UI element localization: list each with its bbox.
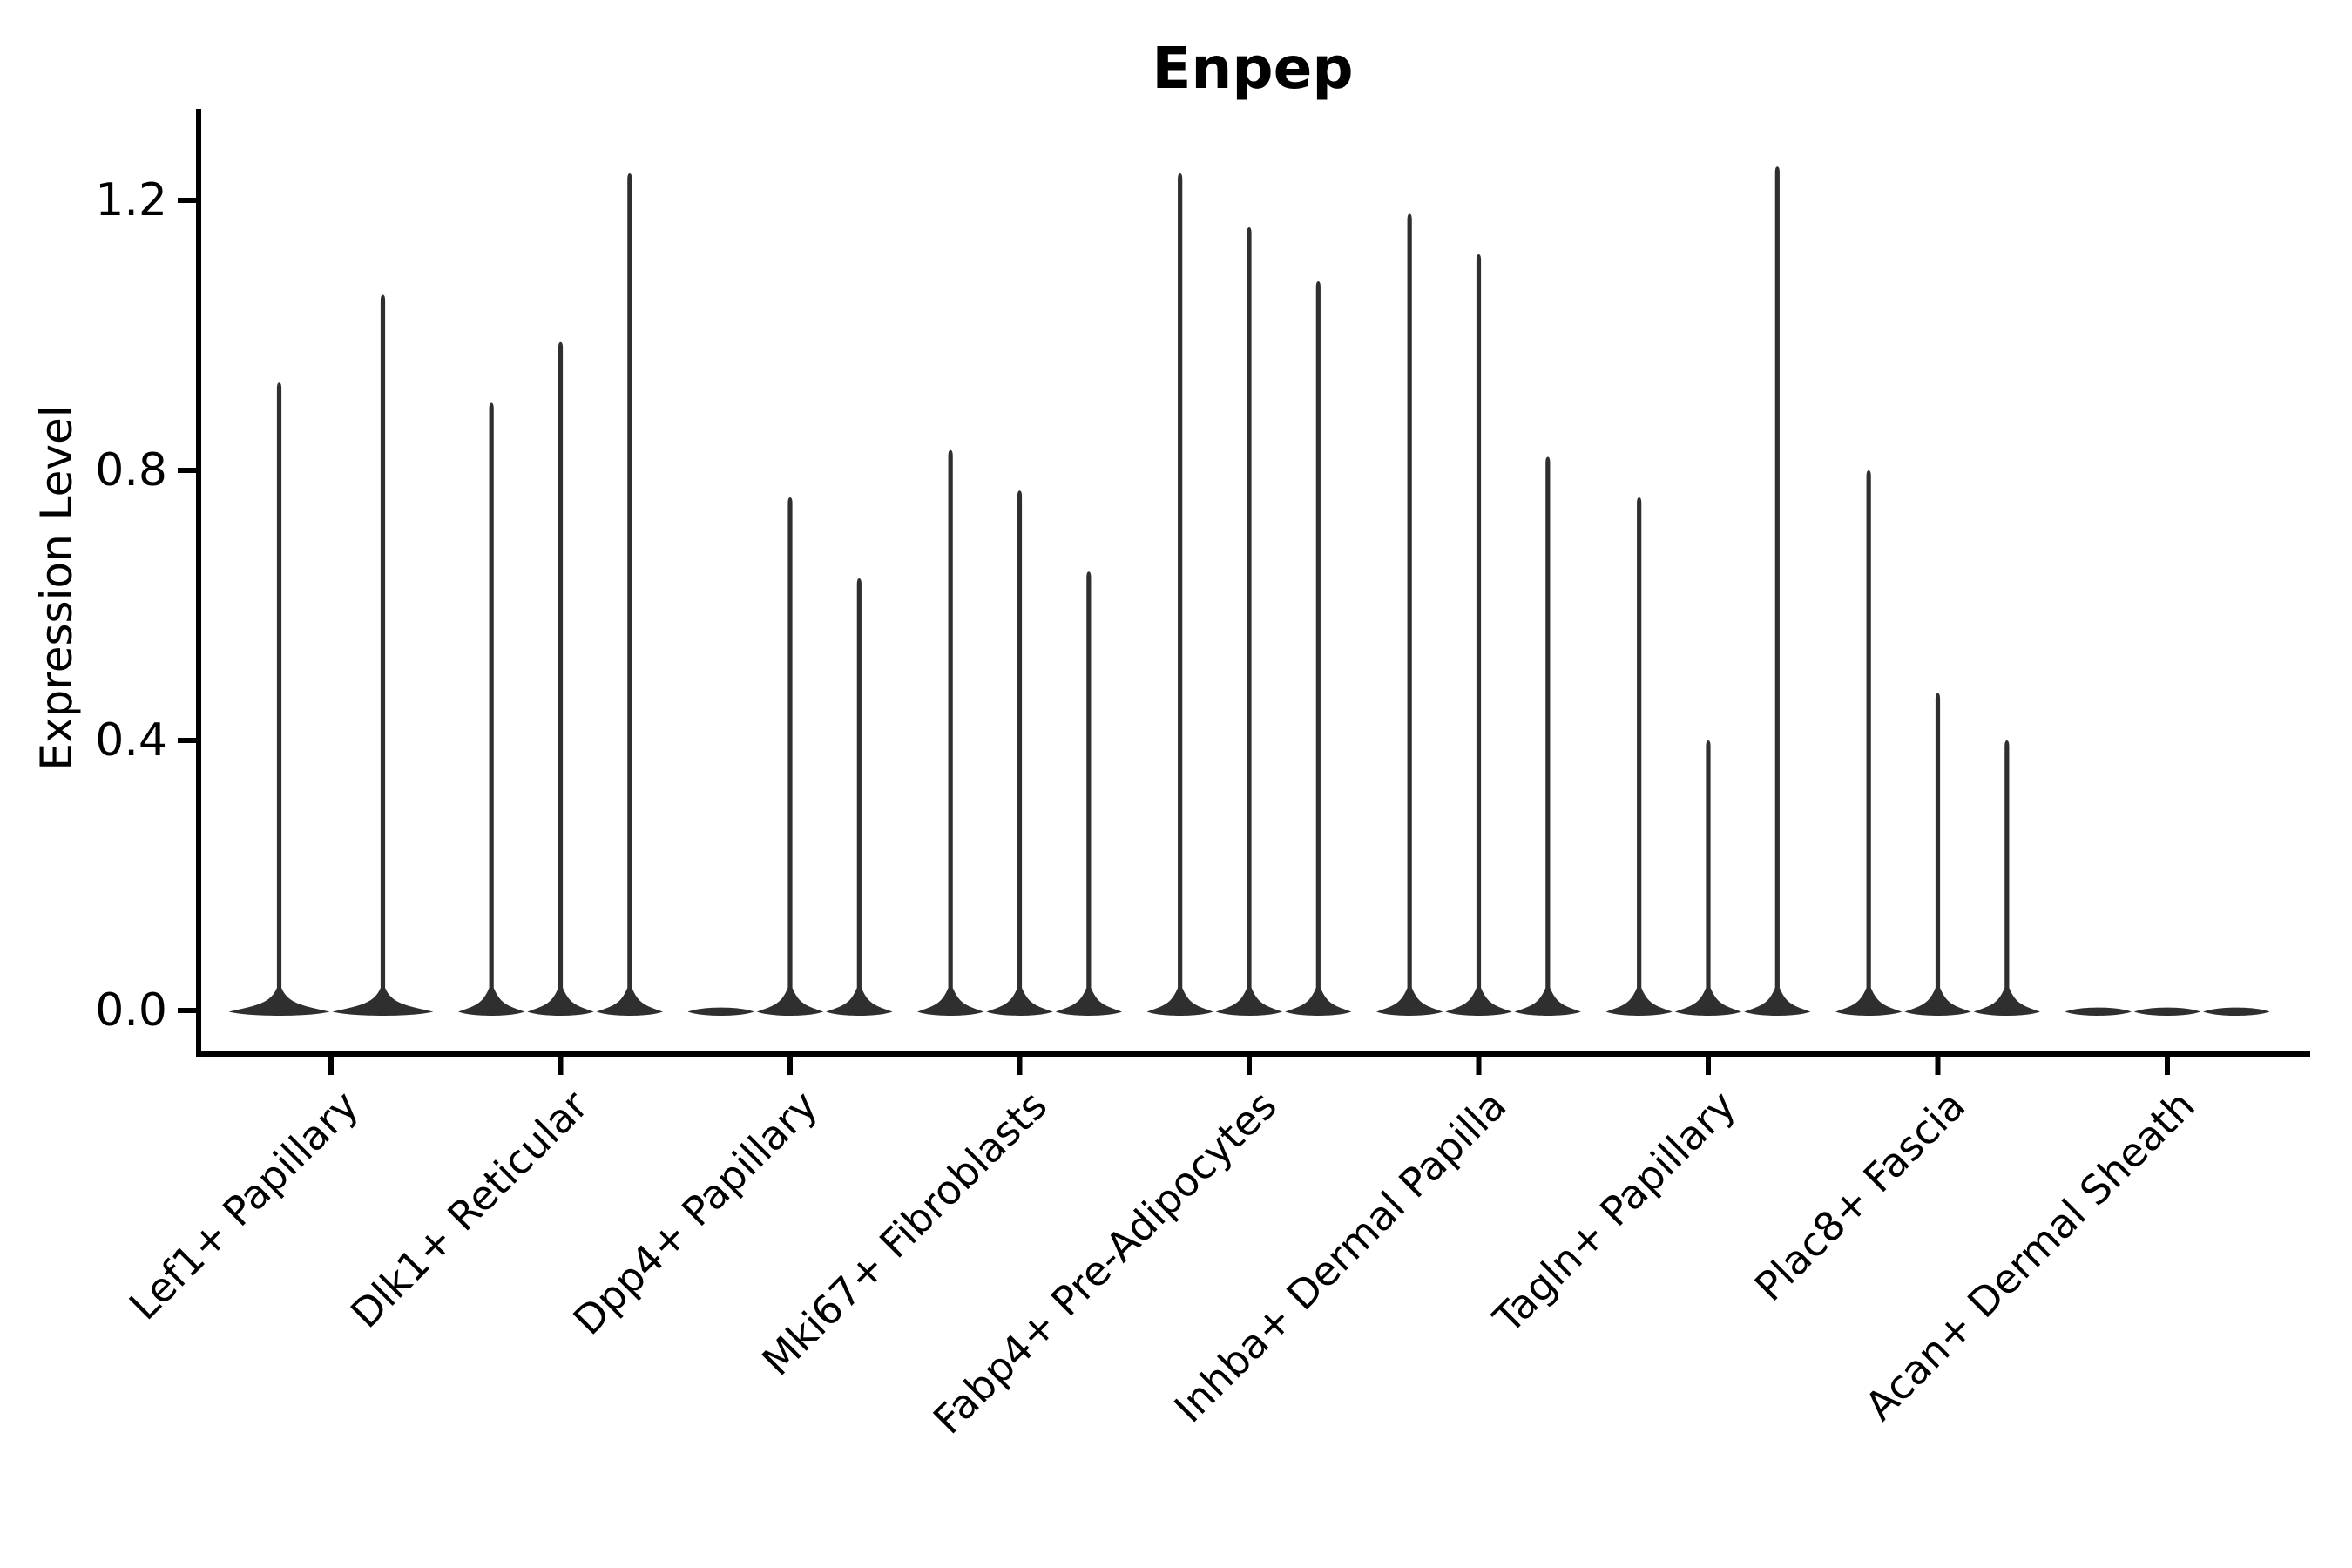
violin <box>2133 1007 2201 1016</box>
violin <box>756 497 824 1016</box>
violin <box>1376 213 1443 1016</box>
y-tick-label: 0.8 <box>95 444 167 497</box>
violin <box>1605 497 1673 1016</box>
x-tick-label: Lef1+ Papillary <box>120 1082 368 1329</box>
violin <box>2065 1007 2132 1016</box>
x-tick-label: Dlk1+ Reticular <box>341 1082 597 1337</box>
violin <box>1445 254 1512 1016</box>
y-axis-ticks <box>178 198 199 1013</box>
violin <box>1973 740 2040 1016</box>
x-tick-label: Plac8+ Fascia <box>1746 1082 1974 1310</box>
axes-spines <box>196 109 2310 1057</box>
violin <box>2203 1007 2270 1016</box>
violin <box>1146 173 1213 1016</box>
violin <box>687 1007 754 1016</box>
violin <box>1055 571 1122 1016</box>
x-tick-label: Tagln+ Papillary <box>1484 1082 1745 1343</box>
y-axis-label: Expression Level <box>31 405 82 770</box>
violin <box>596 173 663 1016</box>
violin <box>1285 281 1352 1016</box>
y-tick-label: 1.2 <box>95 174 167 226</box>
violin <box>826 578 893 1016</box>
y-tick-label: 0.0 <box>95 984 167 1037</box>
violin <box>458 402 525 1016</box>
violin <box>917 449 984 1016</box>
violin <box>1215 227 1283 1016</box>
violin <box>1904 693 1971 1016</box>
x-tick-label: Dpp4+ Papillary <box>564 1082 827 1344</box>
violin <box>1514 456 1581 1016</box>
y-axis-tick-labels: 0.0 0.4 0.8 1.2 <box>95 174 167 1037</box>
y-tick-label: 0.4 <box>95 714 167 767</box>
violin <box>228 382 330 1016</box>
violin <box>527 341 594 1016</box>
chart-title: Enpep <box>1152 35 1353 102</box>
violin <box>332 294 434 1016</box>
violin <box>1835 470 1903 1016</box>
violins <box>228 166 2270 1016</box>
violin <box>1744 166 1811 1016</box>
violin <box>1674 740 1742 1016</box>
x-axis-ticks <box>328 1057 2170 1075</box>
violin <box>986 490 1053 1016</box>
